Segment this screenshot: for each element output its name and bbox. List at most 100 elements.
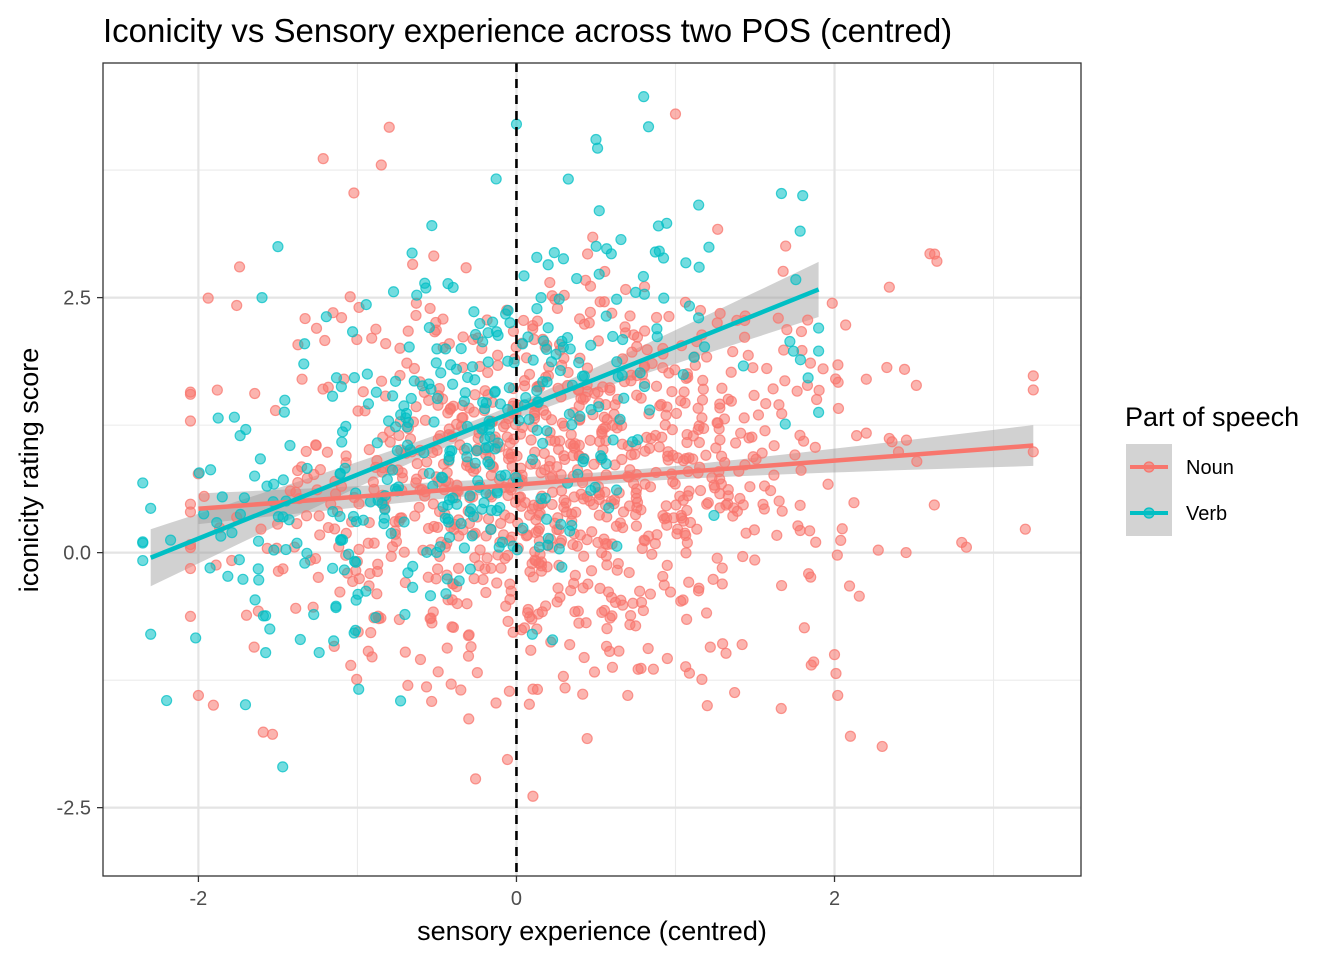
verb-point xyxy=(420,282,432,294)
noun-point xyxy=(596,428,608,440)
noun-point xyxy=(519,380,531,392)
x-axis-title: sensory experience (centred) xyxy=(417,916,767,946)
x-tick-label: 0 xyxy=(511,888,522,910)
noun-point xyxy=(502,549,514,562)
noun-point xyxy=(384,436,396,448)
verb-point xyxy=(386,464,399,476)
chart-title: Iconicity vs Sensory experience across t… xyxy=(103,12,952,49)
verb-point xyxy=(566,419,578,431)
noun-point xyxy=(524,611,536,623)
minor-gridlines xyxy=(103,63,1081,876)
noun-point xyxy=(492,349,504,361)
noun-point xyxy=(292,464,304,477)
noun-point xyxy=(301,510,313,522)
noun-point xyxy=(574,529,587,541)
noun-point xyxy=(444,403,456,416)
noun-point xyxy=(696,673,708,685)
noun-point xyxy=(571,540,583,552)
noun-point xyxy=(413,501,425,513)
noun-point xyxy=(184,610,197,623)
noun-point xyxy=(832,376,844,388)
noun-point xyxy=(300,445,312,458)
verb-point xyxy=(327,562,339,574)
verb-point xyxy=(371,437,383,449)
verb-point xyxy=(450,363,463,375)
noun-point xyxy=(310,439,322,451)
noun-point xyxy=(408,362,420,375)
noun-point xyxy=(712,223,724,235)
verb-regression-line xyxy=(149,287,820,560)
noun-point xyxy=(702,497,714,509)
verb-point xyxy=(335,533,347,546)
verb-point xyxy=(504,317,516,329)
noun-point xyxy=(495,562,507,574)
verb-point xyxy=(428,416,440,428)
noun-point xyxy=(773,495,785,507)
noun-point xyxy=(714,434,726,446)
y-axis-title: iconicity rating score xyxy=(14,348,44,593)
noun-point xyxy=(290,602,302,614)
noun-point xyxy=(479,563,491,575)
noun-point xyxy=(351,673,363,685)
noun-point xyxy=(811,393,823,406)
noun-point xyxy=(269,404,282,417)
verb-point xyxy=(360,298,372,311)
verb-point xyxy=(234,430,246,442)
noun-point xyxy=(495,517,507,530)
noun-point xyxy=(696,394,709,406)
noun-point xyxy=(750,453,762,465)
noun-point xyxy=(460,262,472,274)
regression-lines xyxy=(149,287,1034,560)
verb-point xyxy=(249,594,261,606)
noun-point xyxy=(505,448,517,460)
verb-point xyxy=(557,253,570,265)
noun-point xyxy=(502,615,514,627)
verb-point xyxy=(257,610,270,622)
y-tick-label: -2.5 xyxy=(57,798,91,820)
noun-point xyxy=(660,500,672,512)
noun-point xyxy=(352,405,364,417)
noun-point xyxy=(604,382,616,394)
noun-point xyxy=(630,520,642,532)
noun-point xyxy=(691,523,703,535)
noun-point xyxy=(910,379,922,391)
noun-point xyxy=(317,153,329,165)
noun-point xyxy=(717,638,729,650)
noun-point xyxy=(527,571,539,583)
verb-point xyxy=(554,364,566,377)
noun-point xyxy=(441,642,453,654)
noun-point xyxy=(501,753,514,766)
noun-point xyxy=(616,438,628,450)
noun-point xyxy=(677,494,689,506)
noun-point xyxy=(683,576,695,588)
verb-point xyxy=(137,477,149,489)
noun-point xyxy=(411,458,423,470)
verb-point xyxy=(526,628,538,640)
verb-point xyxy=(426,219,438,232)
noun-regression-line xyxy=(198,443,1034,512)
verb-point xyxy=(261,480,273,492)
noun-point xyxy=(737,550,749,563)
verb-point xyxy=(260,647,272,659)
noun-point xyxy=(211,384,223,396)
noun-point xyxy=(581,732,593,745)
noun-point xyxy=(584,306,596,318)
verb-point xyxy=(326,390,339,402)
noun-point xyxy=(637,604,649,617)
legend-label-verb: Verb xyxy=(1186,503,1227,525)
verb-point xyxy=(398,516,410,528)
verb-point xyxy=(277,761,289,773)
noun-point xyxy=(505,585,517,597)
verb-point xyxy=(564,343,576,355)
noun-point xyxy=(192,689,205,702)
noun-point xyxy=(606,661,619,673)
noun-point xyxy=(779,375,791,387)
noun-point xyxy=(644,481,657,493)
verb-point xyxy=(518,270,530,282)
noun-point xyxy=(772,312,784,324)
noun-point xyxy=(585,565,598,577)
verb-point xyxy=(336,426,349,438)
verb-point xyxy=(489,385,501,398)
noun-point xyxy=(517,314,530,327)
noun-point xyxy=(432,563,444,575)
